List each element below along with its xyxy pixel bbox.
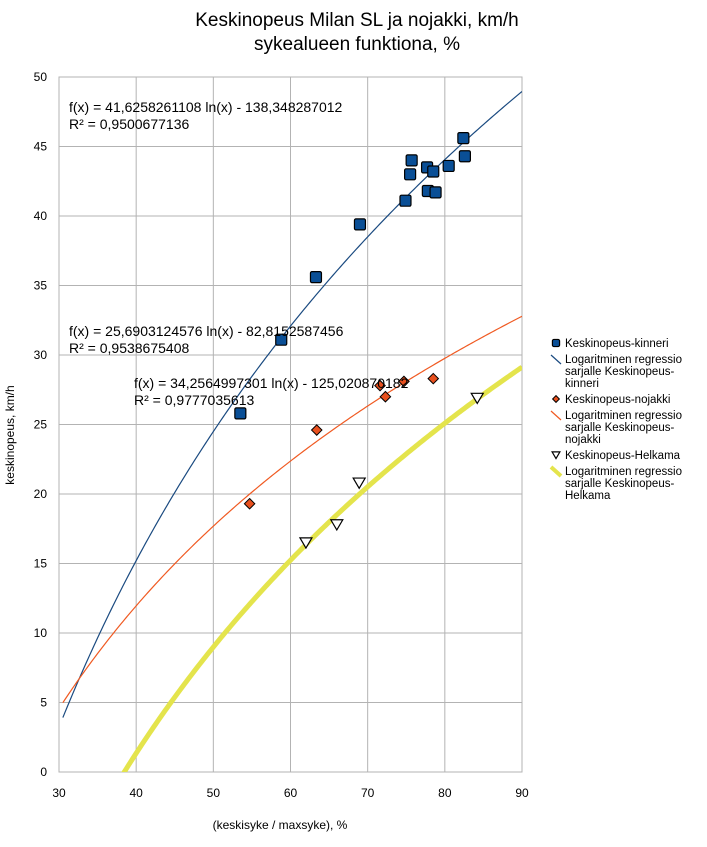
y-tick-label: 20 [34,487,48,501]
data-point-square [405,154,418,167]
legend-line [550,354,562,365]
data-point-square [404,168,417,181]
legend-marker [551,394,561,404]
y-tick-label: 35 [34,279,48,293]
data-point-square [234,407,247,420]
x-tick-label: 50 [207,786,221,800]
legend-marker [551,338,561,348]
trendline-1 [62,90,522,718]
data-point-diamond [374,379,386,392]
data-point-diamond [243,497,256,510]
y-tick-label: 5 [40,696,47,710]
legend: Keskinopeus-kinneri Logaritminen regressi… [549,338,682,502]
data-point-square [427,165,440,178]
data-point-triangle-down [470,392,485,405]
legend-line [550,410,562,421]
chart-title: Keskinopeus Milan SL ja nojakki, km/h [195,10,519,31]
data-point-square [458,150,471,163]
legend-label: sarjalle Keskinopeus- [565,478,674,490]
y-tick-label: 40 [34,209,48,223]
legend-label: kinneri [565,378,599,390]
legend-label: sarjalle Keskinopeus- [565,366,674,378]
data-point-square [399,194,412,207]
data-point-square [429,186,442,199]
equation-3: f(x) = 34,2564997301 ln(x) - 125,0208701… [134,375,409,391]
data-point-diamond [379,390,392,403]
legend-label: Keskinopeus-kinneri [565,338,669,350]
y-tick-label: 0 [40,765,47,779]
y-tick-label: 10 [34,626,48,640]
equations: f(x) = 41,6258261108 ln(x) - 138,3482870… [69,99,409,408]
y-tick-label: 45 [34,140,48,154]
legend-marker [551,451,561,460]
legend-label: sarjalle Keskinopeus- [565,422,674,434]
data-point-square [457,132,470,145]
y-tick-label: 30 [34,348,48,362]
trendline-3 [121,365,522,772]
legend-label: Logaritminen regressio [565,354,682,366]
legend-label: Logaritminen regressio [565,466,682,478]
plot-area [58,76,523,773]
r-squared-2: R² = 0,9538675408 [69,340,189,356]
data-point-diamond [427,372,440,385]
x-tick-label: 60 [284,786,298,800]
y-tick-label: 50 [34,70,48,84]
chart-subtitle: sykealueen funktiona, % [254,34,460,55]
r-squared-1: R² = 0,9500677136 [69,116,189,132]
grid [58,76,523,773]
equation-2: f(x) = 25,6903124576 ln(x) - 82,81525874… [69,323,344,339]
legend-label: Keskinopeus-Helkama [565,450,681,462]
y-tick-label: 15 [34,557,48,571]
data-point-triangle-down [298,537,313,550]
legend-label: Logaritminen regressio [565,410,682,422]
x-tick-label: 30 [52,786,66,800]
x-tick-label: 80 [438,786,452,800]
y-tick-label: 25 [34,418,48,432]
x-tick-label: 40 [129,786,143,800]
tick-labels: 30 40 50 60 70 80 90 0 5 10 15 20 25 30 35 40 45 50 [34,70,529,800]
legend-label: nojakki [565,434,601,446]
data-point-diamond [398,375,410,388]
trendlines [62,90,522,772]
legend-line [549,465,563,478]
data-points [234,132,485,550]
data-point-square [275,333,288,346]
x-tick-label: 90 [515,786,529,800]
data-point-square [353,218,367,231]
legend-label: Keskinopeus-nojakki [565,394,670,406]
trendline-2 [62,315,522,704]
x-tick-label: 70 [361,786,375,800]
data-point-triangle-down [329,519,344,532]
r-squared-3: R² = 0,9777035613 [134,392,254,408]
legend-label: Helkama [565,490,611,502]
data-point-square [309,271,323,284]
data-point-triangle-down [352,477,367,490]
x-axis-label: (keskisyke / maxsyke), % [213,818,348,832]
data-point-diamond [310,424,323,436]
y-axis-label: keskinopeus, km/h [3,385,17,484]
data-point-square [442,159,455,173]
equation-1: f(x) = 41,6258261108 ln(x) - 138,3482870… [69,99,343,115]
